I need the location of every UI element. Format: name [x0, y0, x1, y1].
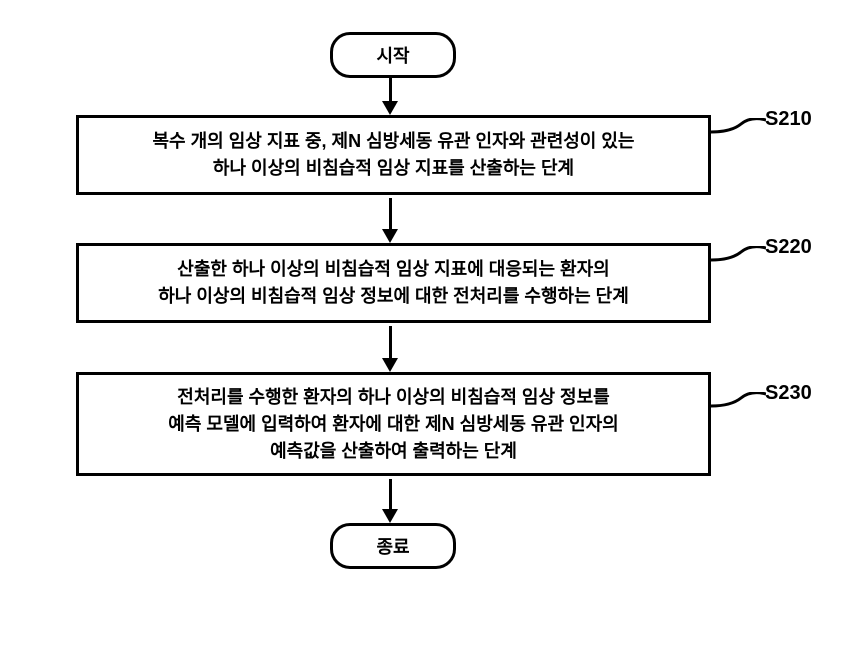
s230-line1: 전처리를 수행한 환자의 하나 이상의 비침습적 임상 정보를 — [177, 384, 609, 411]
start-label: 시작 — [376, 42, 409, 68]
s210-line1: 복수 개의 임상 지표 중, 제N 심방세동 유관 인자와 관련성이 있는 — [152, 128, 634, 155]
connector-s210 — [711, 118, 766, 148]
process-s210: 복수 개의 임상 지표 중, 제N 심방세동 유관 인자와 관련성이 있는 하나… — [76, 115, 711, 195]
step-label-s230: S230 — [765, 382, 812, 405]
s230-line3: 예측값을 산출하여 출력하는 단계 — [270, 438, 517, 465]
start-terminal: 시작 — [330, 32, 456, 78]
arrow-s230-end — [389, 479, 392, 509]
arrow-s220-s230 — [389, 326, 392, 358]
process-s230: 전처리를 수행한 환자의 하나 이상의 비침습적 임상 정보를 예측 모델에 입… — [76, 372, 711, 476]
arrow-start-s210 — [389, 75, 392, 101]
arrowhead-s210-s220 — [382, 229, 398, 243]
connector-s230 — [711, 392, 766, 422]
s230-line2: 예측 모델에 입력하여 환자에 대한 제N 심방세동 유관 인자의 — [168, 411, 618, 438]
arrowhead-start-s210 — [382, 101, 398, 115]
s220-line1: 산출한 하나 이상의 비침습적 임상 지표에 대응되는 환자의 — [177, 256, 609, 283]
arrowhead-s230-end — [382, 509, 398, 523]
step-label-s210: S210 — [765, 108, 812, 131]
flowchart-container: 시작 복수 개의 임상 지표 중, 제N 심방세동 유관 인자와 관련성이 있는… — [20, 20, 842, 627]
step-label-s220: S220 — [765, 236, 812, 259]
s210-line2: 하나 이상의 비침습적 임상 지표를 산출하는 단계 — [213, 155, 574, 182]
arrow-s210-s220 — [389, 198, 392, 229]
process-s220: 산출한 하나 이상의 비침습적 임상 지표에 대응되는 환자의 하나 이상의 비… — [76, 243, 711, 323]
end-label: 종료 — [376, 533, 409, 559]
end-terminal: 종료 — [330, 523, 456, 569]
s220-line2: 하나 이상의 비침습적 임상 정보에 대한 전처리를 수행하는 단계 — [158, 283, 629, 310]
arrowhead-s220-s230 — [382, 358, 398, 372]
connector-s220 — [711, 246, 766, 276]
